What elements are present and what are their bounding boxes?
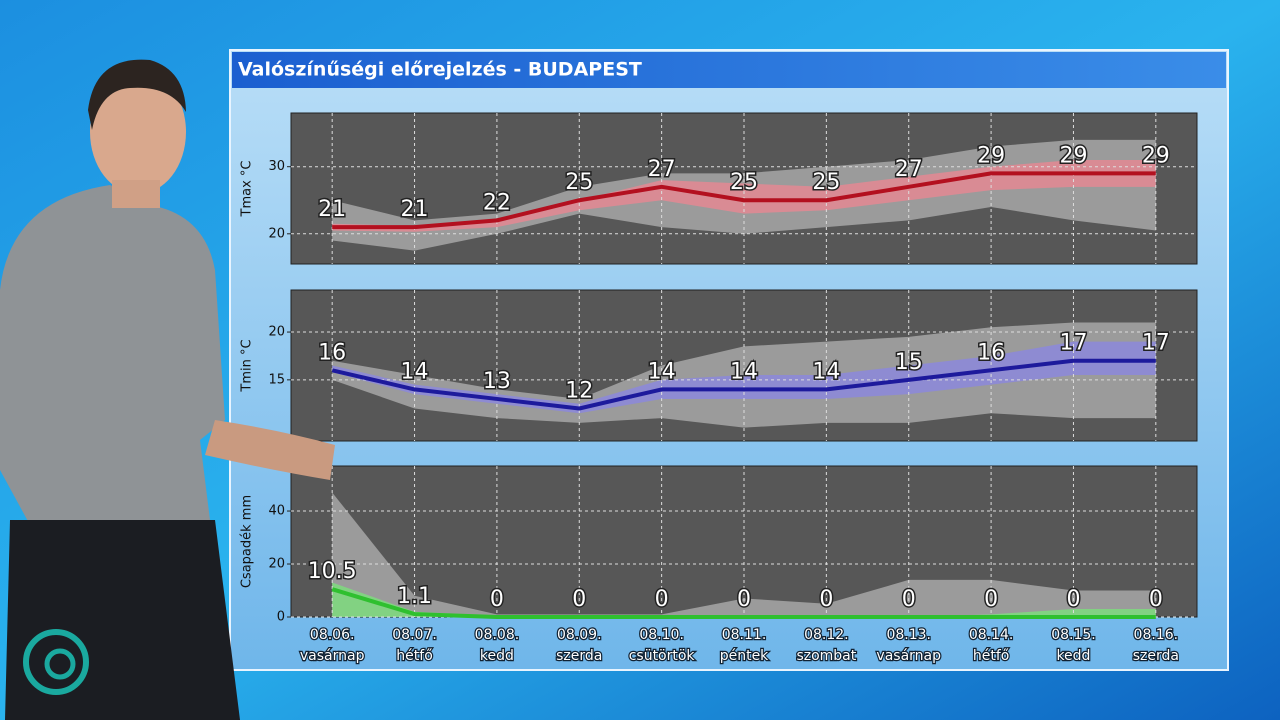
x-tick-weekday: vasárnap (300, 648, 365, 664)
x-tick-weekday: szerda (1133, 648, 1179, 664)
x-tick-weekday: szerda (556, 648, 602, 664)
y-axis-label: Csapadék mm (240, 495, 255, 588)
x-tick-weekday: kedd (480, 648, 514, 664)
x-tick-label: 08.14. (969, 627, 1014, 643)
median-line (331, 587, 1156, 619)
data-label: 14 (401, 359, 429, 384)
y-tick-label: 0 (277, 610, 285, 625)
data-label: 16 (318, 340, 346, 365)
data-label: 22 (483, 190, 511, 215)
y-tick-label: 30 (268, 159, 285, 174)
data-label: 16 (977, 340, 1005, 365)
x-tick-label: 08.07. (392, 627, 437, 643)
x-tick-label: 08.16. (1134, 627, 1179, 643)
data-label: 0 (984, 587, 998, 612)
data-label: 25 (812, 170, 840, 195)
y-axis-label: Tmin °C (240, 339, 255, 392)
median-line (331, 358, 1156, 411)
data-label: 15 (895, 350, 923, 375)
data-label: 29 (1059, 143, 1087, 168)
x-tick-label: 08.06. (310, 627, 355, 643)
data-label: 17 (1059, 331, 1087, 356)
data-label: 29 (977, 143, 1005, 168)
title-bar (232, 52, 1226, 88)
x-tick-weekday: hétfő (396, 648, 432, 664)
x-tick-label: 08.11. (722, 627, 767, 643)
presenter (0, 59, 335, 720)
x-tick-label: 08.12. (804, 627, 849, 643)
x-tick-weekday: hétfő (973, 648, 1009, 664)
y-tick-label: 20 (268, 325, 285, 340)
data-label: 25 (565, 170, 593, 195)
x-tick-weekday: csütörtök (629, 648, 696, 664)
plots: 20 30 Tmax °C 21 21 22 25 27 25 25 27 29 29 29 15 20 Tmi… (240, 112, 1198, 665)
data-label: 21 (318, 197, 346, 222)
data-label: 0 (737, 587, 751, 612)
data-label: 29 (1142, 143, 1170, 168)
x-tick-weekday: szombat (796, 648, 856, 664)
data-label: 27 (648, 157, 676, 182)
x-tick-weekday: kedd (1056, 648, 1090, 664)
data-label: 14 (730, 359, 758, 384)
x-tick-label: 08.08. (475, 627, 520, 643)
data-label: 14 (648, 359, 676, 384)
y-tick-label: 20 (268, 557, 285, 572)
x-tick-label: 08.10. (639, 627, 684, 643)
x-tick-weekday: vasárnap (876, 648, 941, 664)
data-label: 0 (655, 587, 669, 612)
spread-band (332, 159, 1156, 232)
x-tick-weekday: péntek (720, 648, 769, 664)
logo (23, 629, 89, 695)
spread-band (332, 341, 1156, 414)
data-label: 13 (483, 369, 511, 394)
data-label: 14 (812, 359, 840, 384)
data-label: 10.5 (308, 559, 357, 584)
title: Valószínűségi előrejelzés - BUDAPEST (238, 59, 642, 81)
data-label: 12 (565, 379, 593, 404)
y-tick-label: 20 (268, 226, 285, 241)
data-label: 27 (895, 157, 923, 182)
data-label: 0 (572, 587, 586, 612)
x-tick-label: 08.13. (886, 627, 931, 643)
data-label: 0 (819, 587, 833, 612)
x-tick-label: 08.15. (1051, 627, 1096, 643)
y-tick-label: 15 (268, 372, 285, 387)
y-axis-label: Tmax °C (240, 161, 255, 218)
data-label: 25 (730, 170, 758, 195)
data-label: 0 (1066, 587, 1080, 612)
data-label: 0 (902, 587, 916, 612)
y-tick-label: 40 (268, 504, 285, 519)
data-label: 0 (490, 587, 504, 612)
x-tick-label: 08.09. (557, 627, 602, 643)
median-line (332, 171, 1156, 230)
spread-band (332, 492, 1156, 617)
data-label: 1.1 (397, 584, 432, 609)
data-label: 0 (1149, 587, 1163, 612)
data-label: 21 (401, 197, 429, 222)
data-label: 17 (1142, 331, 1170, 356)
